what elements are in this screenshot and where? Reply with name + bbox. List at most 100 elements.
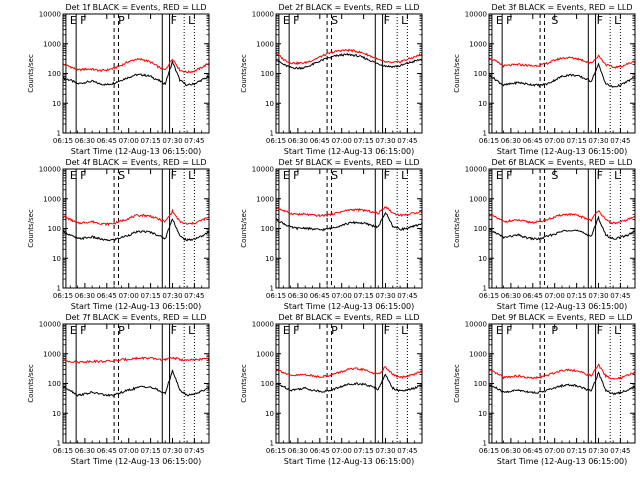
y-axis-label: Counts/sec (27, 364, 35, 403)
subplot-title: Det 5f BLACK = Events, RED = LLD (278, 158, 419, 167)
y-tick-label: 1 (57, 130, 61, 138)
subplot-6: Det 6f BLACK = Events, RED = LLD Counts/s… (453, 158, 636, 311)
y-tick-label: 100 (474, 70, 487, 78)
x-tick-label: 07:15 (567, 137, 587, 145)
subplot-4: Det 4f BLACK = Events, RED = LLD Counts/s… (27, 158, 210, 311)
event-marker-label: L (401, 324, 408, 337)
lld-series-line (488, 54, 636, 69)
x-tick-label: 06:15 (53, 292, 73, 300)
event-marker-label: F (597, 169, 603, 182)
subplot-title: Det 1f BLACK = Events, RED = LLD (65, 3, 206, 12)
x-tick-label: 07:15 (354, 447, 374, 455)
y-tick-label: 100 (261, 380, 274, 388)
event-marker-label: F (506, 169, 512, 182)
y-tick-label: 10 (478, 255, 487, 263)
plot-frame (275, 168, 423, 289)
x-axis-label: Start Time (12-Aug-13 06:15:00) (71, 147, 202, 156)
y-tick-label: 100 (48, 225, 61, 233)
y-tick-label: 1000 (43, 195, 61, 203)
y-tick-label: 1 (270, 440, 274, 448)
x-axis-label: Start Time (12-Aug-13 06:15:00) (497, 457, 628, 466)
event-marker-label: E (496, 14, 503, 27)
x-tick-label: 07:45 (397, 447, 417, 455)
events-series-line (62, 369, 210, 397)
x-tick-label: 07:30 (588, 447, 608, 455)
x-axis-label: Start Time (12-Aug-13 06:15:00) (284, 302, 415, 311)
lld-series-line (488, 363, 636, 380)
y-tick-label: 10 (52, 255, 61, 263)
events-series-line (488, 371, 636, 396)
event-marker-label: S (551, 169, 558, 182)
event-marker-label: F (293, 14, 299, 27)
y-tick-label: 100 (474, 225, 487, 233)
plot-frame (62, 323, 210, 444)
event-marker-label: F (597, 14, 603, 27)
x-tick-label: 06:30 (501, 447, 521, 455)
y-tick-label: 10000 (252, 166, 274, 174)
y-axis-label: Counts/sec (453, 209, 461, 248)
x-tick-label: 07:30 (162, 447, 182, 455)
event-marker-label: E (283, 14, 290, 27)
y-tick-label: 1000 (256, 40, 274, 48)
x-tick-label: 06:30 (501, 292, 521, 300)
x-tick-label: 06:15 (53, 137, 73, 145)
events-series-line (275, 373, 423, 393)
event-marker-label: L (188, 14, 195, 27)
x-tick-label: 06:45 (97, 137, 117, 145)
x-tick-label: 07:00 (332, 292, 352, 300)
event-marker-label: P (118, 14, 125, 27)
event-marker-label: P (551, 324, 558, 337)
x-tick-label: 06:45 (310, 137, 330, 145)
event-marker-label: F (80, 169, 86, 182)
subplot-2: Det 2f BLACK = Events, RED = LLD Counts/s… (240, 3, 423, 156)
y-tick-label: 10000 (39, 11, 61, 19)
x-tick-label: 06:30 (288, 137, 308, 145)
y-tick-label: 10 (265, 255, 274, 263)
x-tick-label: 07:45 (184, 447, 204, 455)
x-tick-label: 06:30 (75, 292, 95, 300)
y-axis-label: Counts/sec (240, 209, 248, 248)
y-tick-label: 1 (483, 285, 487, 293)
event-marker-label: S (118, 169, 125, 182)
x-tick-label: 06:45 (97, 292, 117, 300)
x-tick-label: 06:15 (479, 292, 499, 300)
y-tick-label: 10 (478, 410, 487, 418)
x-tick-label: 07:15 (354, 137, 374, 145)
event-marker-label: F (171, 324, 177, 337)
y-tick-label: 10 (52, 100, 61, 108)
y-tick-label: 100 (474, 380, 487, 388)
subplot-title: Det 2f BLACK = Events, RED = LLD (278, 3, 419, 12)
y-tick-label: 1000 (469, 350, 487, 358)
x-axis-label: Start Time (12-Aug-13 06:15:00) (497, 147, 628, 156)
events-series-line (62, 60, 210, 87)
event-marker-label: E (70, 14, 77, 27)
y-tick-label: 10 (265, 410, 274, 418)
y-axis-label: Counts/sec (453, 54, 461, 93)
y-tick-label: 10000 (39, 166, 61, 174)
x-tick-label: 06:30 (288, 447, 308, 455)
x-tick-label: 06:15 (266, 292, 286, 300)
x-tick-label: 07:00 (119, 292, 139, 300)
x-tick-label: 06:45 (523, 292, 543, 300)
subplot-title: Det 9f BLACK = Events, RED = LLD (491, 313, 632, 322)
x-tick-label: 06:30 (501, 137, 521, 145)
y-tick-label: 10 (478, 100, 487, 108)
subplot-9: Det 9f BLACK = Events, RED = LLD Counts/s… (453, 313, 636, 466)
x-tick-label: 07:30 (375, 292, 395, 300)
x-tick-label: 06:15 (266, 447, 286, 455)
x-tick-label: 06:15 (53, 447, 73, 455)
event-marker-label: L (401, 169, 408, 182)
x-tick-label: 07:30 (375, 447, 395, 455)
x-tick-label: 07:30 (162, 137, 182, 145)
event-marker-label: F (384, 14, 390, 27)
lld-series-line (62, 356, 210, 364)
subplot-5: Det 5f BLACK = Events, RED = LLD Counts/s… (240, 158, 423, 311)
x-tick-label: 06:45 (523, 137, 543, 145)
subplot-8: Det 8f BLACK = Events, RED = LLD Counts/s… (240, 313, 423, 466)
event-marker-label: P (118, 324, 125, 337)
plot-frame (488, 13, 636, 134)
y-tick-label: 10 (265, 100, 274, 108)
x-tick-label: 07:15 (141, 137, 161, 145)
x-tick-label: 07:30 (588, 292, 608, 300)
x-tick-label: 07:00 (545, 447, 565, 455)
